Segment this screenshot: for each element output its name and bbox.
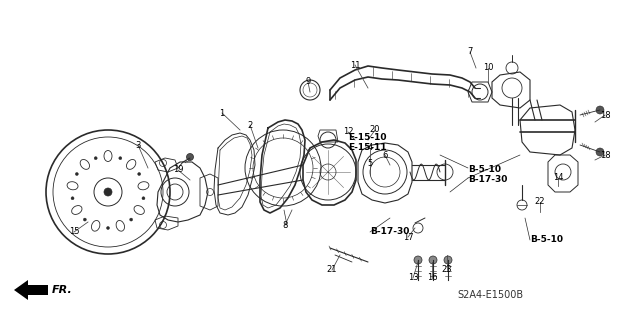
Circle shape bbox=[429, 256, 437, 264]
Text: 22: 22 bbox=[535, 197, 545, 206]
Circle shape bbox=[444, 256, 452, 264]
Circle shape bbox=[186, 153, 193, 160]
Text: 23: 23 bbox=[442, 265, 452, 275]
Text: 15: 15 bbox=[68, 227, 79, 236]
Text: B-17-30: B-17-30 bbox=[468, 175, 508, 184]
Text: 16: 16 bbox=[427, 273, 437, 283]
Text: 13: 13 bbox=[408, 273, 419, 283]
Text: 20: 20 bbox=[370, 125, 380, 135]
Text: 4: 4 bbox=[367, 144, 372, 152]
Circle shape bbox=[71, 197, 74, 200]
Text: 18: 18 bbox=[600, 151, 611, 160]
Circle shape bbox=[83, 218, 86, 221]
Text: FR.: FR. bbox=[52, 285, 73, 295]
Circle shape bbox=[596, 106, 604, 114]
Circle shape bbox=[414, 256, 422, 264]
Text: 17: 17 bbox=[403, 233, 413, 241]
Polygon shape bbox=[14, 280, 48, 300]
Text: 1: 1 bbox=[220, 108, 225, 117]
Text: B-17-30: B-17-30 bbox=[370, 227, 410, 236]
Text: 8: 8 bbox=[282, 220, 288, 229]
Text: 12: 12 bbox=[343, 128, 353, 137]
Text: E-15-11: E-15-11 bbox=[348, 144, 387, 152]
Circle shape bbox=[119, 157, 122, 160]
Circle shape bbox=[596, 148, 604, 156]
Text: 14: 14 bbox=[553, 174, 563, 182]
Text: 7: 7 bbox=[467, 48, 473, 56]
Circle shape bbox=[76, 173, 78, 175]
Text: S2A4-E1500B: S2A4-E1500B bbox=[457, 290, 523, 300]
Text: 18: 18 bbox=[600, 110, 611, 120]
Text: 5: 5 bbox=[367, 159, 372, 167]
Circle shape bbox=[138, 173, 141, 175]
Text: 6: 6 bbox=[382, 151, 388, 160]
Text: B-5-10: B-5-10 bbox=[530, 235, 563, 244]
Circle shape bbox=[142, 197, 145, 200]
Circle shape bbox=[104, 188, 112, 196]
Text: 21: 21 bbox=[327, 265, 337, 275]
Circle shape bbox=[94, 157, 97, 160]
Text: 10: 10 bbox=[483, 63, 493, 72]
Text: 9: 9 bbox=[305, 78, 310, 86]
Text: 19: 19 bbox=[173, 166, 183, 174]
Text: 3: 3 bbox=[135, 140, 141, 150]
Text: 2: 2 bbox=[248, 121, 253, 130]
Text: B-5-10: B-5-10 bbox=[468, 166, 501, 174]
Circle shape bbox=[130, 218, 132, 221]
Circle shape bbox=[106, 226, 109, 229]
Text: E-15-10: E-15-10 bbox=[348, 133, 387, 143]
Text: 11: 11 bbox=[349, 61, 360, 70]
